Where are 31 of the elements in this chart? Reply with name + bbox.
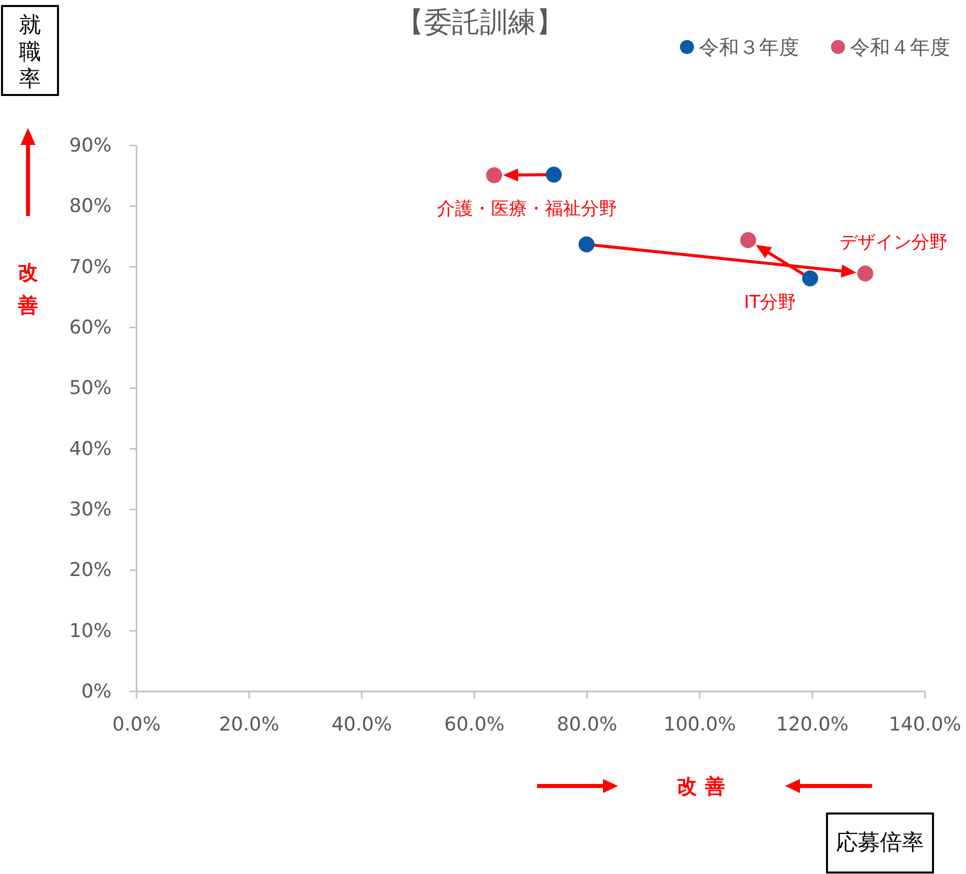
x-tick-label: 20.0% xyxy=(218,714,280,736)
y-tick-label: 10% xyxy=(69,620,112,642)
y-tick-label: 70% xyxy=(69,256,112,278)
y-tick-label: 0% xyxy=(81,680,112,702)
y-tick-label: 80% xyxy=(69,195,112,218)
x-tick-label: 80.0% xyxy=(556,714,618,736)
y-tick-label: 60% xyxy=(69,316,112,338)
y-tick-label: 30% xyxy=(69,498,112,520)
y-tick-label: 20% xyxy=(69,559,112,582)
point xyxy=(578,236,595,252)
ylabel: 就職率 xyxy=(1,5,59,96)
x-axis-title: 応募倍率 xyxy=(836,830,924,856)
chart-title: 【委託訓練】 xyxy=(396,6,564,38)
x-tick-label: 60.0% xyxy=(444,714,505,736)
point xyxy=(740,232,756,248)
point xyxy=(857,266,874,282)
y-tick-label: 50% xyxy=(69,377,112,400)
x-tick-label: 40.0% xyxy=(332,714,392,736)
y-tick-label: 90% xyxy=(69,134,112,156)
legend-label: 令和４年度 xyxy=(850,35,950,59)
x-tick-label: 120.0% xyxy=(776,714,849,736)
y-tick-label: 40% xyxy=(69,438,112,460)
xlabel: 応募倍率 xyxy=(826,812,934,874)
x-tick-label: 0.0% xyxy=(112,714,161,736)
legend-label: 令和３年度 xyxy=(699,35,799,59)
x-tick-label: 100.0% xyxy=(663,714,736,736)
y-axis-title: 就職率 xyxy=(19,13,41,92)
point xyxy=(802,270,818,286)
x-tick-label: 140.0% xyxy=(888,714,962,736)
point xyxy=(486,167,502,184)
point xyxy=(546,166,562,183)
